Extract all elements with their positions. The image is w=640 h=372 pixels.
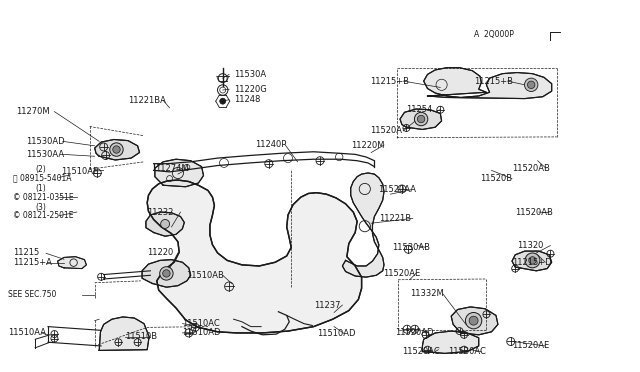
Polygon shape — [451, 307, 498, 335]
Text: A  2Q000P: A 2Q000P — [474, 30, 513, 39]
Text: 11221B: 11221B — [380, 214, 412, 223]
Text: 11510AC: 11510AC — [182, 319, 220, 328]
Circle shape — [529, 257, 536, 264]
Text: 11320: 11320 — [517, 241, 543, 250]
Text: (1): (1) — [35, 185, 46, 193]
Text: (2): (2) — [35, 165, 46, 174]
Text: 11530AB: 11530AB — [392, 243, 430, 252]
Text: 11220G: 11220G — [234, 85, 266, 94]
Text: 11274M: 11274M — [156, 164, 189, 173]
Text: 11215+A: 11215+A — [13, 258, 52, 267]
Text: 11510AD: 11510AD — [317, 329, 355, 338]
Circle shape — [220, 98, 226, 104]
Text: 11520AC: 11520AC — [402, 347, 440, 356]
Circle shape — [469, 316, 478, 325]
Polygon shape — [422, 331, 479, 353]
Text: 11520AB: 11520AB — [512, 164, 550, 173]
Text: 11520AA: 11520AA — [378, 185, 415, 194]
Text: 11510AB: 11510AB — [186, 271, 223, 280]
Text: 11215+B: 11215+B — [370, 77, 409, 86]
Text: 11510AD: 11510AD — [182, 328, 221, 337]
Circle shape — [163, 270, 170, 277]
Text: 11510B: 11510B — [125, 332, 157, 341]
Text: © 08121-0351E: © 08121-0351E — [13, 193, 74, 202]
Polygon shape — [155, 159, 204, 187]
Circle shape — [527, 81, 535, 89]
Text: 11270M: 11270M — [16, 107, 50, 116]
Circle shape — [415, 112, 428, 126]
Text: 11520AB: 11520AB — [515, 208, 553, 217]
Text: 11248: 11248 — [234, 95, 260, 104]
Polygon shape — [342, 173, 384, 277]
Text: 11254: 11254 — [406, 105, 433, 114]
Circle shape — [525, 253, 540, 268]
Text: 11520AE: 11520AE — [512, 341, 549, 350]
Text: 11530AC: 11530AC — [448, 347, 486, 356]
Circle shape — [110, 143, 123, 156]
Circle shape — [160, 267, 173, 280]
Text: 11237: 11237 — [314, 301, 340, 310]
Text: 11520B: 11520B — [480, 174, 512, 183]
Polygon shape — [58, 257, 86, 269]
Text: 11530A: 11530A — [234, 70, 266, 79]
Text: 11215+D: 11215+D — [512, 258, 552, 267]
Circle shape — [525, 78, 538, 92]
Text: SEE SEC.750: SEE SEC.750 — [8, 291, 56, 299]
Text: Ⓥ 08915-5401A: Ⓥ 08915-5401A — [13, 173, 71, 182]
Circle shape — [113, 146, 120, 153]
Text: 11530AA: 11530AA — [26, 150, 64, 159]
Polygon shape — [146, 212, 184, 236]
Polygon shape — [400, 109, 442, 129]
Circle shape — [161, 219, 170, 228]
Polygon shape — [424, 68, 552, 99]
Text: 11220: 11220 — [147, 248, 173, 257]
Circle shape — [417, 115, 425, 123]
Text: 11520AD: 11520AD — [396, 328, 434, 337]
Polygon shape — [147, 180, 362, 333]
Text: 11221BA: 11221BA — [128, 96, 166, 105]
Text: © 08121-2501E: © 08121-2501E — [13, 211, 74, 220]
Text: (3): (3) — [35, 203, 46, 212]
Text: 11215: 11215 — [13, 248, 39, 257]
Polygon shape — [95, 140, 140, 160]
Text: 11332M: 11332M — [410, 289, 444, 298]
Text: 11510AE: 11510AE — [61, 167, 98, 176]
Text: 11520AE: 11520AE — [383, 269, 420, 278]
Circle shape — [465, 312, 482, 329]
Text: 11510AA: 11510AA — [8, 328, 45, 337]
Polygon shape — [142, 260, 191, 287]
Polygon shape — [99, 317, 149, 350]
Text: 11220M: 11220M — [351, 141, 384, 150]
Polygon shape — [512, 251, 552, 271]
Text: 11530AD: 11530AD — [26, 137, 64, 146]
Text: 11240P: 11240P — [255, 140, 286, 149]
Text: 11520A: 11520A — [370, 126, 402, 135]
Text: 11215+B: 11215+B — [474, 77, 513, 86]
Text: 11232: 11232 — [147, 208, 173, 217]
